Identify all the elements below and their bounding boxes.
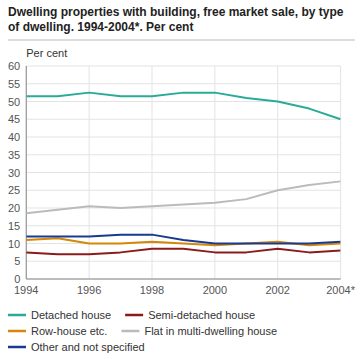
legend-swatch: [125, 314, 143, 317]
y-tick-label: 35: [8, 149, 20, 161]
y-grid-line: [26, 154, 340, 155]
y-tick-label: 40: [8, 131, 20, 143]
series-lines: [26, 93, 340, 255]
legend-label: Flat in multi-dwelling house: [144, 325, 277, 337]
chart: Dwelling properties with building, free …: [0, 0, 363, 359]
x-grid-line: [277, 66, 278, 279]
x-grid-line: [151, 66, 152, 279]
y-grid-line: [26, 172, 340, 173]
x-tick-label: 1994: [14, 284, 38, 296]
x-tick-label: 2004*: [326, 284, 355, 296]
y-axis-line: [26, 66, 27, 279]
y-tick-label: 45: [8, 113, 20, 125]
y-tick-label: 25: [8, 184, 20, 196]
legend-swatch: [121, 330, 139, 333]
x-grid-line: [89, 66, 90, 279]
y-tick-label: 30: [8, 167, 20, 179]
y-grid-line: [26, 190, 340, 191]
legend-swatch: [8, 346, 26, 349]
legend-label: Semi-detached house: [148, 309, 255, 321]
y-grid-line: [26, 279, 340, 280]
y-tick-label: 5: [14, 255, 20, 267]
x-tick-label: 2000: [203, 284, 227, 296]
series-line: [26, 235, 340, 244]
title-rule: [8, 40, 355, 41]
x-grid-line: [26, 66, 27, 279]
x-tick-label: 1998: [140, 284, 164, 296]
y-grid-line: [26, 225, 340, 226]
y-grid-line: [26, 137, 340, 138]
y-tick-label: 55: [8, 78, 20, 90]
y-grid-line: [26, 83, 340, 84]
legend-swatch: [8, 330, 26, 333]
legend-label: Detached house: [31, 309, 111, 321]
series-line: [26, 249, 340, 254]
x-axis-line: [26, 279, 340, 280]
series-line: [26, 181, 340, 213]
x-tick-label: 2002: [266, 284, 290, 296]
x-tick-label: 1996: [77, 284, 101, 296]
y-tick-label: 50: [8, 96, 20, 108]
legend: Detached house Semi-detached house Row-hou…: [8, 309, 277, 353]
y-tick-label: 60: [8, 60, 20, 72]
x-grid-line: [340, 66, 341, 279]
y-grid-line: [26, 66, 340, 67]
y-tick-label: 10: [8, 238, 20, 250]
grid: [26, 66, 340, 279]
y-axis-label: Per cent: [26, 47, 67, 59]
title: Dwelling properties with building, free …: [8, 5, 344, 34]
legend-swatch: [8, 314, 26, 317]
y-grid-line: [26, 101, 340, 102]
legend-label: Other and not specified: [31, 341, 145, 353]
legend-label: Row-house etc.: [31, 325, 107, 337]
y-tick-label: 15: [8, 220, 20, 232]
y-grid-line: [26, 119, 340, 120]
y-tick-label: 20: [8, 202, 20, 214]
series-line: [26, 93, 340, 120]
x-grid-line: [214, 66, 215, 279]
y-grid-line: [26, 261, 340, 262]
